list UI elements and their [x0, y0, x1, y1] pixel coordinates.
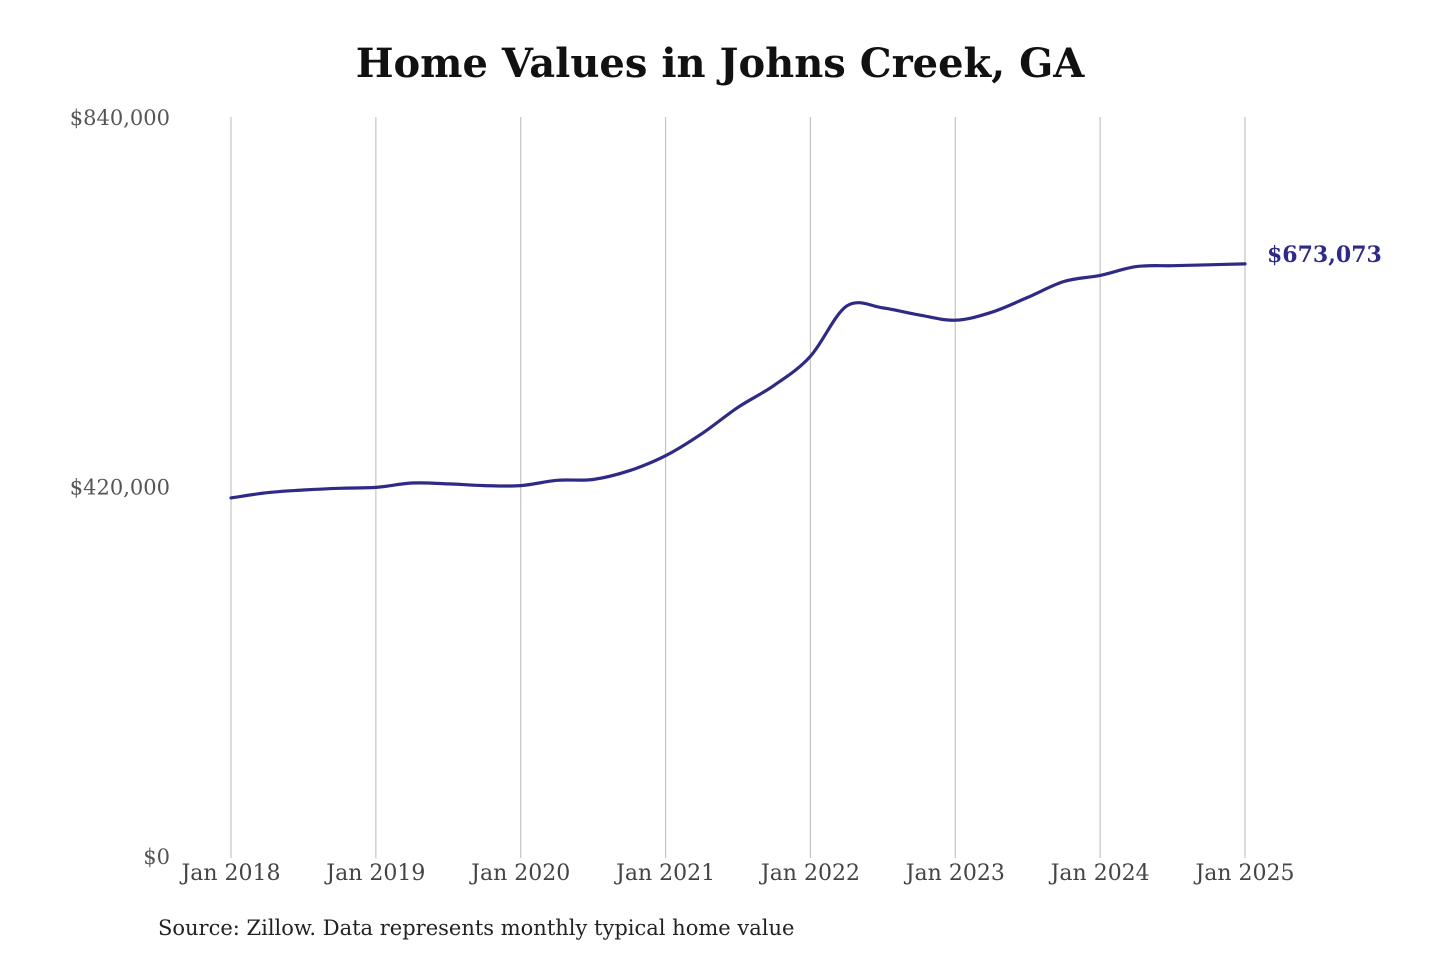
x-tick-label: Jan 2019	[324, 861, 425, 886]
x-axis-ticks: Jan 2018 Jan 2019 Jan 2020 Jan 2021 Jan 2022…	[179, 861, 1294, 886]
series-layer	[229, 262, 1247, 500]
x-tick-label: Jan 2021	[614, 861, 715, 886]
x-tick-label: Jan 2022	[759, 861, 860, 886]
source-note: Source: Zillow. Data represents monthly …	[158, 916, 795, 940]
x-tick-label: Jan 2020	[469, 861, 570, 886]
y-tick-label: $420,000	[70, 476, 170, 500]
y-axis-ticks: $0 $420,000 $840,000	[70, 106, 170, 869]
y-tick-label: $840,000	[70, 106, 170, 130]
x-tick-label: Jan 2023	[904, 861, 1005, 886]
chart-title: Home Values in Johns Creek, GA	[355, 40, 1085, 87]
x-tick-label: Jan 2018	[179, 861, 280, 886]
series-line	[229, 262, 1247, 500]
x-tick-label: Jan 2024	[1049, 861, 1150, 886]
x-tick-label: Jan 2025	[1193, 861, 1294, 886]
y-tick-label: $0	[143, 845, 170, 869]
end-value-label: $673,073	[1267, 242, 1382, 268]
